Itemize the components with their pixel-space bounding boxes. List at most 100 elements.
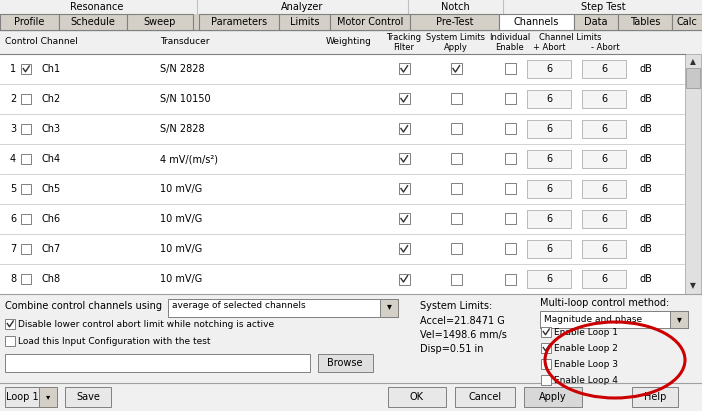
Bar: [527, 90, 571, 108]
Bar: [330, 14, 410, 30]
Bar: [399, 123, 409, 134]
Bar: [582, 270, 626, 288]
Text: Disable lower control abort limit while notching is active: Disable lower control abort limit while …: [18, 319, 274, 328]
Text: 6: 6: [601, 124, 607, 134]
Bar: [505, 183, 515, 194]
Text: Schedule: Schedule: [71, 17, 115, 27]
Text: Step Test: Step Test: [581, 2, 625, 12]
Text: Accel=21.8471 G: Accel=21.8471 G: [420, 316, 505, 326]
Bar: [451, 153, 461, 164]
Bar: [0, 144, 685, 174]
Text: Channel Limits: Channel Limits: [538, 32, 601, 42]
Bar: [168, 299, 398, 317]
Text: 6: 6: [601, 94, 607, 104]
Text: Channels: Channels: [514, 17, 559, 27]
Bar: [0, 174, 685, 204]
Text: 2: 2: [10, 94, 16, 104]
Bar: [527, 180, 571, 198]
Bar: [451, 243, 461, 254]
Text: dB: dB: [640, 184, 653, 194]
Text: Profile: Profile: [14, 17, 45, 27]
Text: 6: 6: [601, 184, 607, 194]
Text: dB: dB: [640, 274, 653, 284]
Bar: [541, 343, 551, 353]
Text: Ch6: Ch6: [42, 214, 61, 224]
Text: dB: dB: [640, 244, 653, 254]
Bar: [527, 210, 571, 228]
Text: Ch8: Ch8: [42, 274, 61, 284]
Text: Browse: Browse: [327, 358, 363, 368]
Text: S/N 10150: S/N 10150: [160, 94, 211, 104]
Bar: [380, 299, 398, 317]
Text: 1: 1: [10, 64, 16, 74]
Bar: [0, 383, 702, 411]
Text: Disp=0.51 in: Disp=0.51 in: [420, 344, 484, 354]
Bar: [505, 153, 515, 164]
Text: Notch: Notch: [441, 2, 470, 12]
Bar: [0, 14, 59, 30]
Bar: [541, 327, 551, 337]
Text: 4 mV/(m/s²): 4 mV/(m/s²): [160, 154, 218, 164]
Text: Transducer: Transducer: [160, 37, 209, 46]
Bar: [527, 120, 571, 138]
Text: ▲: ▲: [690, 58, 696, 67]
Text: 3: 3: [10, 124, 16, 134]
Text: 10 mV/G: 10 mV/G: [160, 244, 202, 254]
Text: Load this Input Configuration with the test: Load this Input Configuration with the t…: [18, 337, 211, 346]
Bar: [0, 204, 685, 234]
Text: ▼: ▼: [690, 282, 696, 291]
Text: Weighting: Weighting: [326, 37, 372, 46]
Bar: [505, 273, 515, 284]
Text: Loop 1: Loop 1: [6, 392, 39, 402]
Bar: [582, 150, 626, 168]
Bar: [0, 14, 702, 30]
Text: dB: dB: [640, 94, 653, 104]
Text: 6: 6: [601, 274, 607, 284]
Bar: [0, 84, 685, 114]
Bar: [21, 274, 31, 284]
Text: 6: 6: [601, 244, 607, 254]
Text: Enable Loop 1: Enable Loop 1: [554, 328, 618, 337]
Text: Combine control channels using: Combine control channels using: [5, 301, 162, 311]
Text: Enable Loop 2: Enable Loop 2: [554, 344, 618, 353]
Text: dB: dB: [640, 154, 653, 164]
Text: 6: 6: [601, 214, 607, 224]
Text: 6: 6: [601, 64, 607, 74]
Bar: [410, 14, 499, 30]
Bar: [21, 244, 31, 254]
Bar: [527, 240, 571, 258]
Text: dB: dB: [640, 124, 653, 134]
Text: 6: 6: [546, 244, 552, 254]
Bar: [505, 93, 515, 104]
Bar: [399, 64, 409, 74]
Bar: [524, 387, 582, 407]
Text: 8: 8: [10, 274, 16, 284]
Text: Vel=1498.6 mm/s: Vel=1498.6 mm/s: [420, 330, 507, 340]
Text: Filter: Filter: [394, 42, 414, 51]
Bar: [618, 14, 672, 30]
Bar: [5, 387, 39, 407]
Text: 6: 6: [546, 184, 552, 194]
Text: 6: 6: [546, 94, 552, 104]
Bar: [451, 123, 461, 134]
Bar: [455, 387, 515, 407]
Text: 5: 5: [10, 184, 16, 194]
Bar: [527, 150, 571, 168]
Text: ▾: ▾: [46, 393, 50, 402]
Bar: [672, 14, 702, 30]
Text: Tracking: Tracking: [387, 32, 421, 42]
Bar: [0, 54, 685, 84]
Bar: [685, 54, 701, 294]
Bar: [399, 273, 409, 284]
Text: Ch7: Ch7: [42, 244, 61, 254]
Bar: [582, 180, 626, 198]
Text: 10 mV/G: 10 mV/G: [160, 274, 202, 284]
Bar: [199, 14, 279, 30]
Bar: [279, 14, 330, 30]
Bar: [399, 93, 409, 104]
Text: Parameters: Parameters: [211, 17, 267, 27]
Text: Enable Loop 3: Enable Loop 3: [554, 360, 618, 369]
Bar: [499, 14, 574, 30]
Text: Pre-Test: Pre-Test: [436, 17, 473, 27]
Bar: [5, 354, 310, 372]
